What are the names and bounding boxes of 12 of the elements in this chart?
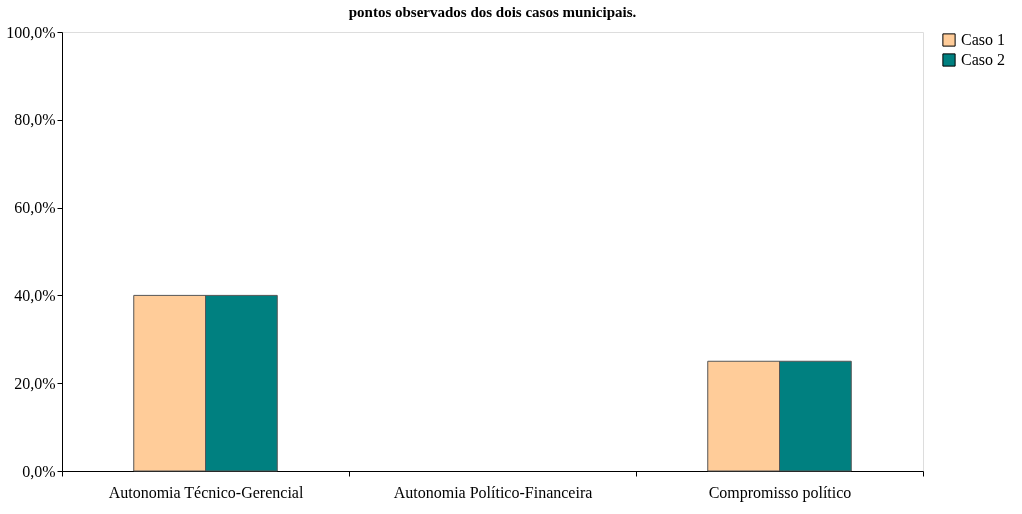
y-tick-label: 20,0%	[14, 374, 56, 392]
legend-label: Caso 1	[961, 31, 1005, 48]
y-tick-label: 60,0%	[14, 199, 56, 217]
x-tick-label: Autonomia Técnico-Gerencial	[108, 483, 304, 501]
legend-label: Caso 2	[961, 51, 1005, 68]
y-tick-label: 100,0%	[6, 23, 56, 41]
y-tick-label: 0,0%	[22, 462, 56, 480]
x-tick-label: Autonomia Político-Financeira	[393, 483, 593, 501]
chart-title: pontos observados dos dois casos municipais.	[348, 4, 637, 20]
x-tick-label: Compromisso político	[708, 483, 852, 502]
y-tick-label: 80,0%	[14, 111, 56, 129]
y-tick-label: 40,0%	[14, 286, 56, 304]
